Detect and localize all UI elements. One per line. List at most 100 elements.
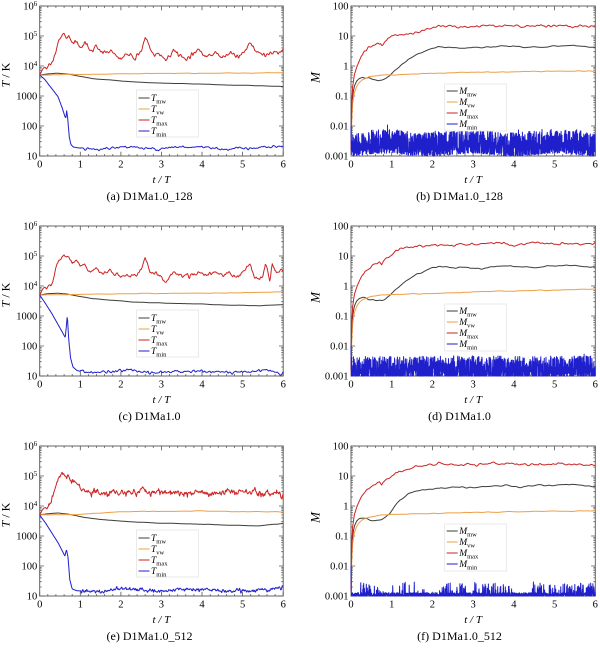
svg-text:0.1: 0.1 [335,92,348,103]
svg-text:T / K: T / K [0,62,13,87]
svg-text:(f) D1Ma1.0_512: (f) D1Ma1.0_512 [417,629,502,643]
svg-text:1: 1 [78,160,83,171]
svg-text:t / T: t / T [464,174,483,186]
svg-text:Tmax: Tmax [151,336,168,347]
svg-text:6: 6 [593,380,598,391]
svg-text:Mmin: Mmin [458,340,478,351]
svg-text:3: 3 [470,160,475,171]
svg-text:1: 1 [343,502,348,513]
svg-text:1000: 1000 [16,532,37,543]
svg-text:5: 5 [552,160,557,171]
svg-text:(a) D1Ma1.0_128: (a) D1Ma1.0_128 [107,189,193,203]
svg-text:2: 2 [118,380,123,391]
svg-text:2: 2 [118,160,123,171]
svg-text:Tmw: Tmw [151,314,166,325]
svg-text:3: 3 [470,380,475,391]
svg-text:0.001: 0.001 [325,152,349,163]
svg-text:5: 5 [552,600,557,611]
svg-text:4: 4 [511,380,517,391]
svg-text:2: 2 [430,160,435,171]
svg-text:t / T: t / T [153,614,172,626]
svg-text:1000: 1000 [16,92,37,103]
svg-text:t / T: t / T [464,394,483,406]
svg-text:Mmax: Mmax [458,109,479,120]
svg-text:Mvw: Mvw [458,538,475,549]
svg-text:Tmw: Tmw [151,94,166,105]
svg-text:Tmin: Tmin [151,567,167,578]
svg-text:4: 4 [199,160,205,171]
svg-text:M: M [308,71,323,84]
svg-text:0.01: 0.01 [330,562,348,573]
svg-text:100: 100 [333,442,349,453]
svg-text:t / T: t / T [153,174,172,186]
svg-text:T / K: T / K [0,502,13,527]
svg-text:1: 1 [343,282,348,293]
svg-text:Tvw: Tvw [151,105,165,116]
svg-text:t / T: t / T [464,614,483,626]
svg-text:(e) D1Ma1.0_512: (e) D1Ma1.0_512 [107,629,193,643]
svg-text:Tvw: Tvw [151,325,165,336]
svg-text:10: 10 [338,32,349,43]
svg-text:5: 5 [240,160,245,171]
svg-text:Mmin: Mmin [458,120,478,131]
svg-text:0: 0 [348,600,353,611]
svg-text:0: 0 [348,160,353,171]
svg-text:0: 0 [37,380,42,391]
svg-text:Mmw: Mmw [458,527,477,538]
svg-text:Mmw: Mmw [458,307,477,318]
svg-text:Mmax: Mmax [458,329,479,340]
svg-text:Mvw: Mvw [458,318,475,329]
svg-text:1: 1 [389,160,394,171]
svg-text:0.001: 0.001 [325,372,349,383]
svg-text:10: 10 [27,372,38,383]
svg-text:5: 5 [240,600,245,611]
svg-text:M: M [308,511,323,524]
svg-text:4: 4 [511,160,517,171]
svg-text:Tvw: Tvw [151,545,165,556]
svg-text:6: 6 [593,600,598,611]
svg-text:(b) D1Ma1.0_128: (b) D1Ma1.0_128 [416,189,503,203]
svg-text:1: 1 [78,600,83,611]
svg-text:10: 10 [27,152,38,163]
svg-text:100: 100 [21,342,37,353]
svg-text:Mmax: Mmax [458,549,479,560]
svg-text:(d) D1Ma1.0: (d) D1Ma1.0 [428,409,491,423]
svg-text:0.01: 0.01 [330,122,348,133]
svg-text:3: 3 [159,380,164,391]
svg-text:0: 0 [348,380,353,391]
svg-text:Tmax: Tmax [151,116,168,127]
svg-text:100: 100 [333,222,349,233]
svg-text:6: 6 [281,160,286,171]
svg-text:4: 4 [199,380,205,391]
svg-text:2: 2 [430,380,435,391]
svg-text:Mmin: Mmin [458,560,478,571]
svg-text:6: 6 [593,160,598,171]
svg-text:Tmin: Tmin [151,347,167,358]
svg-text:100: 100 [21,562,37,573]
svg-text:10: 10 [27,592,38,603]
svg-text:(c) D1Ma1.0: (c) D1Ma1.0 [119,409,181,423]
svg-text:Tmin: Tmin [151,127,167,138]
svg-text:1: 1 [78,380,83,391]
svg-text:0: 0 [37,600,42,611]
svg-text:100: 100 [21,122,37,133]
svg-text:3: 3 [159,160,164,171]
svg-text:3: 3 [159,600,164,611]
svg-text:T / K: T / K [0,282,13,307]
svg-text:1000: 1000 [16,312,37,323]
svg-text:Mmw: Mmw [458,87,477,98]
svg-text:0.1: 0.1 [335,532,348,543]
svg-text:6: 6 [281,380,286,391]
svg-text:M: M [308,291,323,304]
svg-text:3: 3 [470,600,475,611]
svg-text:10: 10 [338,252,349,263]
svg-text:5: 5 [240,380,245,391]
svg-text:10: 10 [338,472,349,483]
svg-text:1: 1 [389,380,394,391]
svg-text:t / T: t / T [153,394,172,406]
svg-text:4: 4 [199,600,205,611]
svg-text:1: 1 [389,600,394,611]
svg-text:0.001: 0.001 [325,592,349,603]
svg-text:Tmw: Tmw [151,534,166,545]
svg-text:2: 2 [430,600,435,611]
